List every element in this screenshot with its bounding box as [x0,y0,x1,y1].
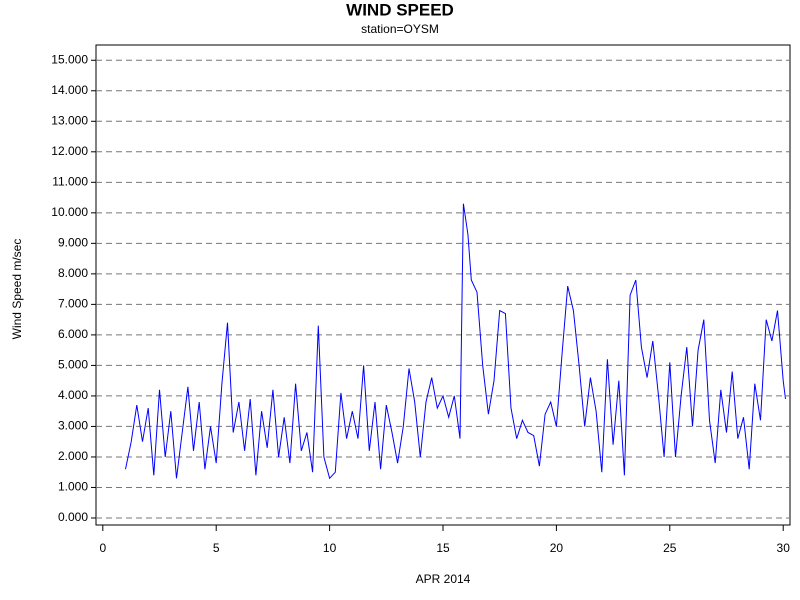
y-tick-label: 1.000 [58,480,88,494]
y-tick-label: 6.000 [58,327,88,341]
y-tick-label: 12.000 [51,144,88,158]
y-tick-label: 15.000 [51,52,88,66]
x-tick-label: 30 [777,541,791,555]
data-line [125,203,786,480]
y-tick-label: 10.000 [51,205,88,219]
x-tick-label: 10 [323,541,337,555]
y-axis-label: Wind Speed m/sec [10,239,24,340]
y-tick-label: 0.000 [58,510,88,524]
y-tick-label: 8.000 [58,266,88,280]
x-tick-label: 5 [213,541,220,555]
x-tick-label: 0 [99,541,106,555]
y-tick-label: 3.000 [58,419,88,433]
y-tick-label: 2.000 [58,449,88,463]
y-tick-label: 4.000 [58,388,88,402]
x-axis-label: APR 2014 [416,572,471,586]
y-tick-label: 13.000 [51,113,88,127]
y-tick-label: 9.000 [58,236,88,250]
chart-subtitle: station=OYSM [361,22,439,36]
y-tick-label: 14.000 [51,83,88,97]
chart-title: WIND SPEED [346,0,454,19]
x-tick-label: 25 [663,541,677,555]
x-tick-label: 15 [436,541,450,555]
y-tick-label: 5.000 [58,358,88,372]
y-tick-label: 7.000 [58,297,88,311]
x-tick-label: 20 [550,541,564,555]
plot-frame [95,44,791,526]
y-tick-label: 11.000 [52,174,88,188]
